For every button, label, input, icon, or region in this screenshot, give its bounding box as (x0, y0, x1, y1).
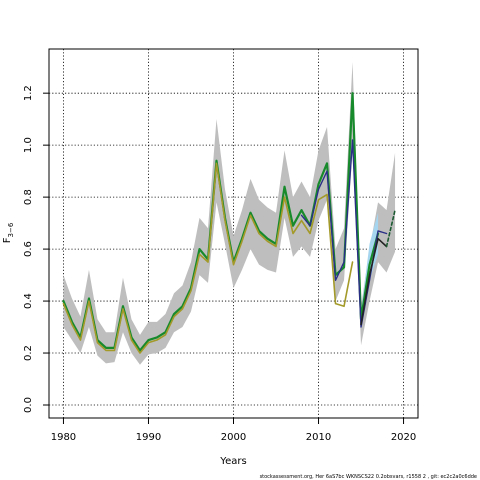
x-axis-title: Years (219, 456, 246, 467)
series-line (385, 209, 396, 248)
series-line (62, 162, 354, 354)
y-tick-label: 0.8 (23, 189, 34, 205)
confidence-bands (63, 61, 396, 365)
grid-lines (49, 49, 418, 418)
x-tick-label: 2000 (221, 432, 246, 443)
y-tick-label: 0.2 (23, 345, 34, 361)
y-tick-label: 0.4 (23, 293, 34, 309)
footer-note: stockassessment.org, Her 6aS7bc WKNSCS22… (260, 474, 477, 480)
y-axis-title-main: F (2, 237, 13, 243)
y-tick-label: 1.0 (23, 137, 34, 153)
x-tick-label: 2010 (306, 432, 331, 443)
x-tick-label: 2020 (391, 432, 416, 443)
y-tick-label: 0.6 (23, 241, 34, 257)
confidence-band (63, 61, 396, 365)
y-axis-title: F3−6 (2, 222, 15, 243)
x-tick-label: 1980 (51, 432, 76, 443)
x-tick-label: 1990 (136, 432, 161, 443)
y-axis-ticks: 0.0 0.2 0.4 0.6 0.8 1.0 1.2 (23, 85, 49, 413)
y-tick-label: 1.2 (23, 85, 34, 101)
y-axis-title-subscript: 3−6 (7, 222, 15, 237)
series-lines (62, 92, 396, 354)
series-line (360, 237, 388, 326)
y-tick-label: 0.0 (23, 397, 34, 413)
x-axis-ticks: 1980 1990 2000 2010 2020 (51, 418, 416, 443)
